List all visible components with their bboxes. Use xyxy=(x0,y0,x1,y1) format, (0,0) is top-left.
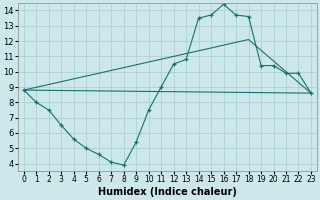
X-axis label: Humidex (Indice chaleur): Humidex (Indice chaleur) xyxy=(98,187,237,197)
